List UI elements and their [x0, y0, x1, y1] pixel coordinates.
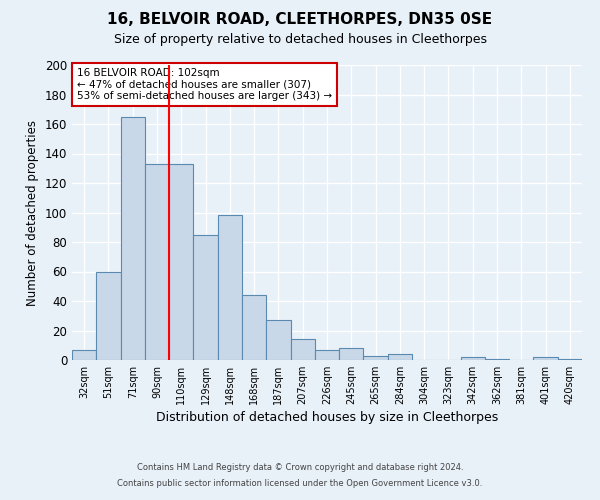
Bar [485, 358, 509, 360]
Bar [145, 164, 169, 360]
Text: Size of property relative to detached houses in Cleethorpes: Size of property relative to detached ho… [113, 32, 487, 46]
Text: 16, BELVOIR ROAD, CLEETHORPES, DN35 0SE: 16, BELVOIR ROAD, CLEETHORPES, DN35 0SE [107, 12, 493, 28]
Text: 16 BELVOIR ROAD: 102sqm
← 47% of detached houses are smaller (307)
53% of semi-d: 16 BELVOIR ROAD: 102sqm ← 47% of detache… [77, 68, 332, 101]
Bar [242, 295, 266, 360]
Bar [72, 350, 96, 360]
Bar [339, 348, 364, 360]
Bar [218, 216, 242, 360]
Bar [533, 357, 558, 360]
Bar [266, 320, 290, 360]
Bar [558, 358, 582, 360]
Bar [96, 272, 121, 360]
Bar [169, 164, 193, 360]
Y-axis label: Number of detached properties: Number of detached properties [26, 120, 39, 306]
Bar [461, 357, 485, 360]
Bar [364, 356, 388, 360]
X-axis label: Distribution of detached houses by size in Cleethorpes: Distribution of detached houses by size … [156, 411, 498, 424]
Bar [388, 354, 412, 360]
Bar [193, 234, 218, 360]
Text: Contains public sector information licensed under the Open Government Licence v3: Contains public sector information licen… [118, 478, 482, 488]
Bar [315, 350, 339, 360]
Bar [121, 116, 145, 360]
Bar [290, 340, 315, 360]
Text: Contains HM Land Registry data © Crown copyright and database right 2024.: Contains HM Land Registry data © Crown c… [137, 464, 463, 472]
